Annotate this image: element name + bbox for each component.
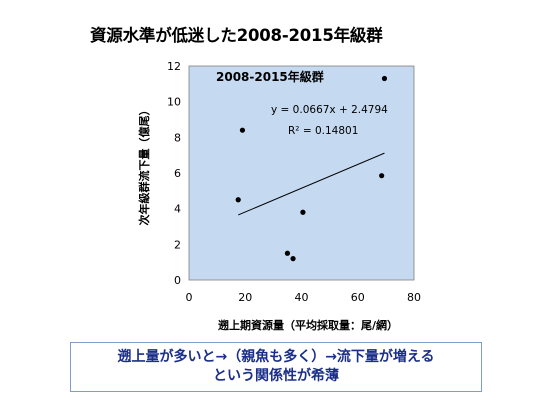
data-point [239,127,246,133]
x-tick-label: 0 [186,291,193,304]
x-tick-label: 80 [407,291,421,304]
data-point [235,197,241,203]
y-tick-label: 6 [174,167,181,180]
y-axis-label: 次年級群流下量（億尾） [137,105,151,226]
y-axis-ticks: 0 2 4 6 8 10 12 [167,60,181,287]
y-tick-label: 4 [174,203,181,216]
y-tick-label: 0 [174,274,181,287]
data-point [300,209,306,215]
data-points [235,75,388,262]
plot-area [188,65,415,281]
x-tick-label: 20 [238,291,252,304]
data-point [381,75,388,82]
y-tick-label: 10 [167,96,181,109]
y-tick-label: 2 [174,238,181,251]
conclusion-line-2: という関係性が希薄 [213,368,339,384]
x-tick-label: 60 [351,291,365,304]
x-axis-label: 遡上期資源量（平均採取量：尾/網） [218,318,398,332]
conclusion-line-1: 遡上量が多いと→（親魚も多く）→流下量が増える [117,349,435,365]
data-point [290,256,296,262]
chart-title: 2008-2015年級群 [216,69,324,84]
x-tick-label: 40 [295,291,309,304]
y-tick-label: 12 [167,60,181,73]
data-point [284,250,291,256]
r-squared-label: R² = 0.14801 [288,125,358,137]
data-point [379,173,385,179]
scatter-chart: 0 2 4 6 8 10 12 0 20 40 60 80 2008-2015年級群 y = 0.0… [137,60,422,332]
x-axis-ticks: 0 20 40 60 80 [186,291,422,304]
page-title: 資源水準が低迷した2008-2015年級群 [90,26,383,45]
conclusion-box: 遡上量が多いと→（親魚も多く）→流下量が増える という関係性が希薄 [70,342,482,392]
y-tick-label: 8 [174,131,181,144]
trendline-equation: y = 0.0667x + 2.4794 [271,104,388,116]
trendline [238,152,385,216]
